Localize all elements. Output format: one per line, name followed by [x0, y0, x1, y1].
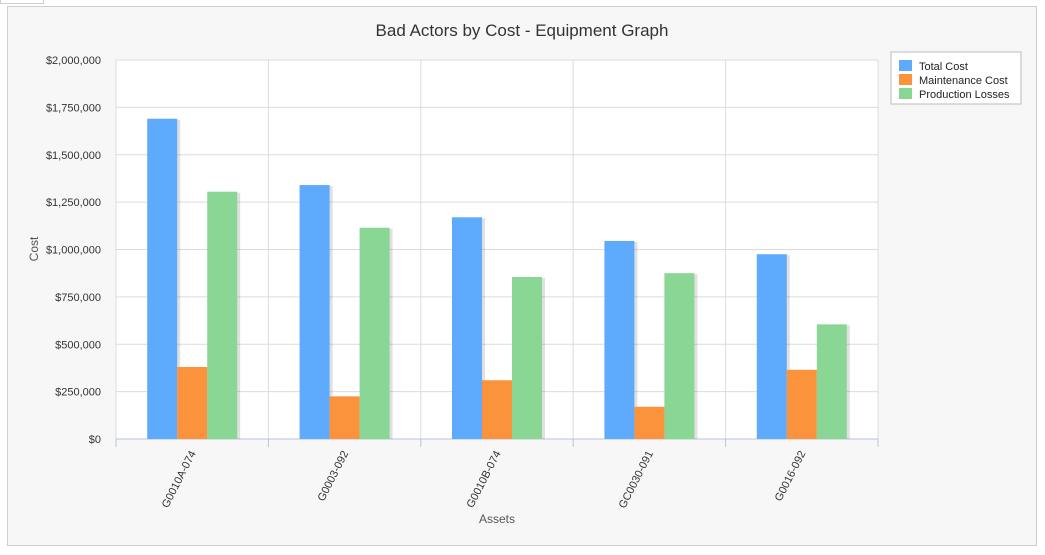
- y-tick-label: $1,500,000: [46, 150, 101, 162]
- top-tab: [0, 0, 44, 4]
- bar-total-cost: [147, 118, 178, 440]
- bar-maintenance-cost: [786, 369, 817, 439]
- y-tick-label: $500,000: [55, 339, 101, 351]
- bars: [147, 118, 850, 440]
- y-tick-label: $750,000: [55, 292, 101, 304]
- bar-maintenance-cost: [329, 396, 360, 439]
- x-tick-label: G0010B-074: [465, 449, 504, 510]
- grid-lines: [115, 59, 879, 447]
- x-tick-label: G0010A-074: [160, 449, 199, 510]
- legend-swatch: [899, 88, 912, 99]
- x-tick-label: G0016-092: [773, 449, 809, 503]
- bar-maintenance-cost: [482, 380, 512, 439]
- x-axis-title: Assets: [479, 512, 515, 526]
- bar-production-losses: [359, 227, 390, 439]
- x-tick-label: G0003-092: [316, 449, 352, 503]
- legend: Total Cost Maintenance Cost Production Los…: [890, 51, 1022, 105]
- bar-maintenance-cost: [177, 366, 208, 439]
- bar-total-cost: [756, 254, 787, 439]
- y-tick-label: $1,750,000: [46, 102, 101, 114]
- legend-label: Maintenance Cost: [919, 75, 1008, 87]
- y-axis-title: Cost: [27, 236, 41, 261]
- bar-production-losses: [816, 324, 847, 439]
- bar-total-cost: [604, 240, 635, 439]
- y-axis-ticks: $0 $250,000 $500,000 $750,000 $1,000,000 $1,2…: [46, 55, 101, 446]
- bar-production-losses: [664, 273, 695, 439]
- bar-maintenance-cost: [634, 406, 665, 439]
- chart-title: Bad Actors by Cost - Equipment Graph: [376, 21, 669, 40]
- y-tick-label: $250,000: [55, 387, 101, 399]
- y-tick-label: $0: [89, 434, 101, 446]
- bar-production-losses: [207, 191, 238, 439]
- legend-swatch: [899, 60, 912, 71]
- y-tick-label: $1,000,000: [46, 245, 101, 257]
- legend-swatch: [899, 74, 912, 85]
- legend-label: Production Losses: [919, 89, 1010, 101]
- bar-total-cost: [452, 217, 482, 439]
- x-axis-ticks: G0010A-074 G0003-092 G0010B-074 GC0030-091 G…: [160, 449, 809, 511]
- bar-total-cost: [299, 185, 330, 439]
- x-tick-label: GC0030-091: [617, 449, 656, 511]
- y-tick-label: $2,000,000: [46, 55, 101, 67]
- legend-label: Total Cost: [919, 61, 968, 73]
- y-tick-label: $1,250,000: [46, 197, 101, 209]
- bar-production-losses: [512, 276, 542, 439]
- legend-box: [890, 51, 1022, 105]
